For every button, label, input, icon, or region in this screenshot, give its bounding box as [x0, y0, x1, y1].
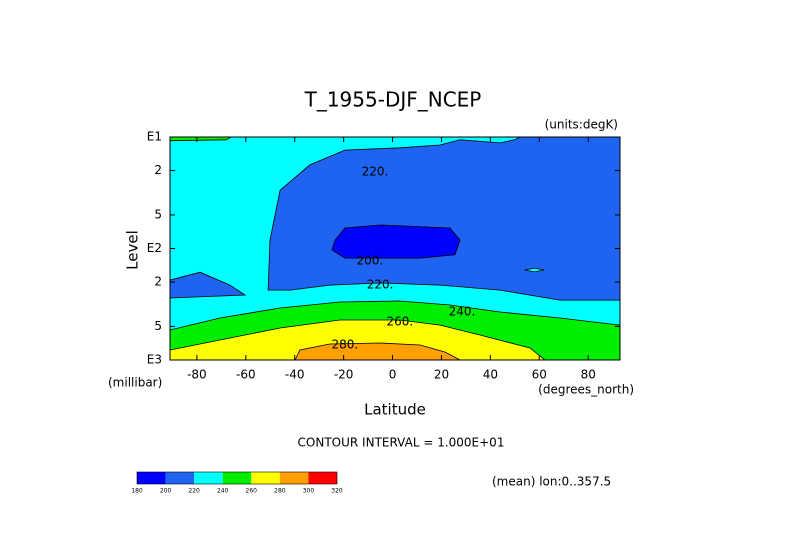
- footnote: CONTOUR INTERVAL = 1.000E+01: [298, 436, 505, 450]
- y-axis-label: Level: [124, 230, 142, 270]
- contour-region: [267, 137, 620, 301]
- colorbar-swatch: [137, 472, 166, 484]
- contour-label: 220.: [362, 164, 389, 178]
- x-tick-label: 20: [434, 368, 449, 382]
- colorbar-frame: [136, 471, 338, 485]
- contour-region: [331, 224, 461, 259]
- plot-area: [170, 137, 620, 360]
- x-tick-label: 0: [389, 368, 397, 382]
- contour-label: 220.: [367, 278, 394, 292]
- x-tick-label: -20: [334, 368, 354, 382]
- y-tick-label: 5: [154, 207, 162, 221]
- colorbar-label: 180: [131, 488, 143, 495]
- x-tick-label: 40: [483, 368, 498, 382]
- colorbar-swatch: [194, 472, 223, 484]
- contour-region: [524, 267, 545, 273]
- colorbar-label: 300: [303, 488, 315, 495]
- contour-label: 280.: [332, 338, 359, 352]
- colorbar-swatch: [308, 472, 337, 484]
- averaging-note: (mean) lon:0..357.5: [492, 475, 611, 489]
- chart-title: T_1955-DJF_NCEP: [304, 88, 482, 112]
- y-tick-label: 2: [154, 275, 162, 289]
- y-tick-label: E3: [147, 353, 162, 367]
- x-tick-label: -60: [236, 368, 256, 382]
- colorbar-swatch: [279, 472, 309, 484]
- colorbar-label: 260: [246, 488, 258, 495]
- y-units-label: (millibar): [108, 376, 162, 390]
- contour-label: 240.: [449, 304, 476, 318]
- colorbar-label: 200: [160, 488, 172, 495]
- contour-label: 200.: [356, 253, 383, 267]
- colorbar-swatch: [251, 472, 280, 484]
- colorbar-label: 240: [217, 488, 229, 495]
- x-tick-label: 60: [532, 368, 547, 382]
- contour-region: [170, 319, 546, 360]
- x-tick-label: -80: [187, 368, 207, 382]
- units-label: (units:degK): [545, 118, 618, 132]
- x-tick-label: -40: [285, 368, 305, 382]
- contour-region: [294, 342, 461, 360]
- colorbar-label: 220: [188, 488, 200, 495]
- x-units-label: (degrees_north): [538, 383, 634, 397]
- contour-region: [170, 271, 247, 299]
- x-axis-label: Latitude: [364, 401, 426, 419]
- y-tick-label: E1: [147, 130, 162, 144]
- contour-region: [170, 137, 232, 142]
- y-tick-label: E2: [147, 241, 162, 255]
- y-tick-label: 5: [154, 319, 162, 333]
- y-tick-label: 2: [154, 163, 162, 177]
- x-tick-label: 80: [581, 368, 596, 382]
- colorbar-swatch: [165, 472, 195, 484]
- colorbar-swatch: [222, 472, 252, 484]
- colorbar-label: 320: [331, 488, 343, 495]
- colorbar-label: 280: [274, 488, 286, 495]
- contour-label: 260.: [387, 314, 414, 328]
